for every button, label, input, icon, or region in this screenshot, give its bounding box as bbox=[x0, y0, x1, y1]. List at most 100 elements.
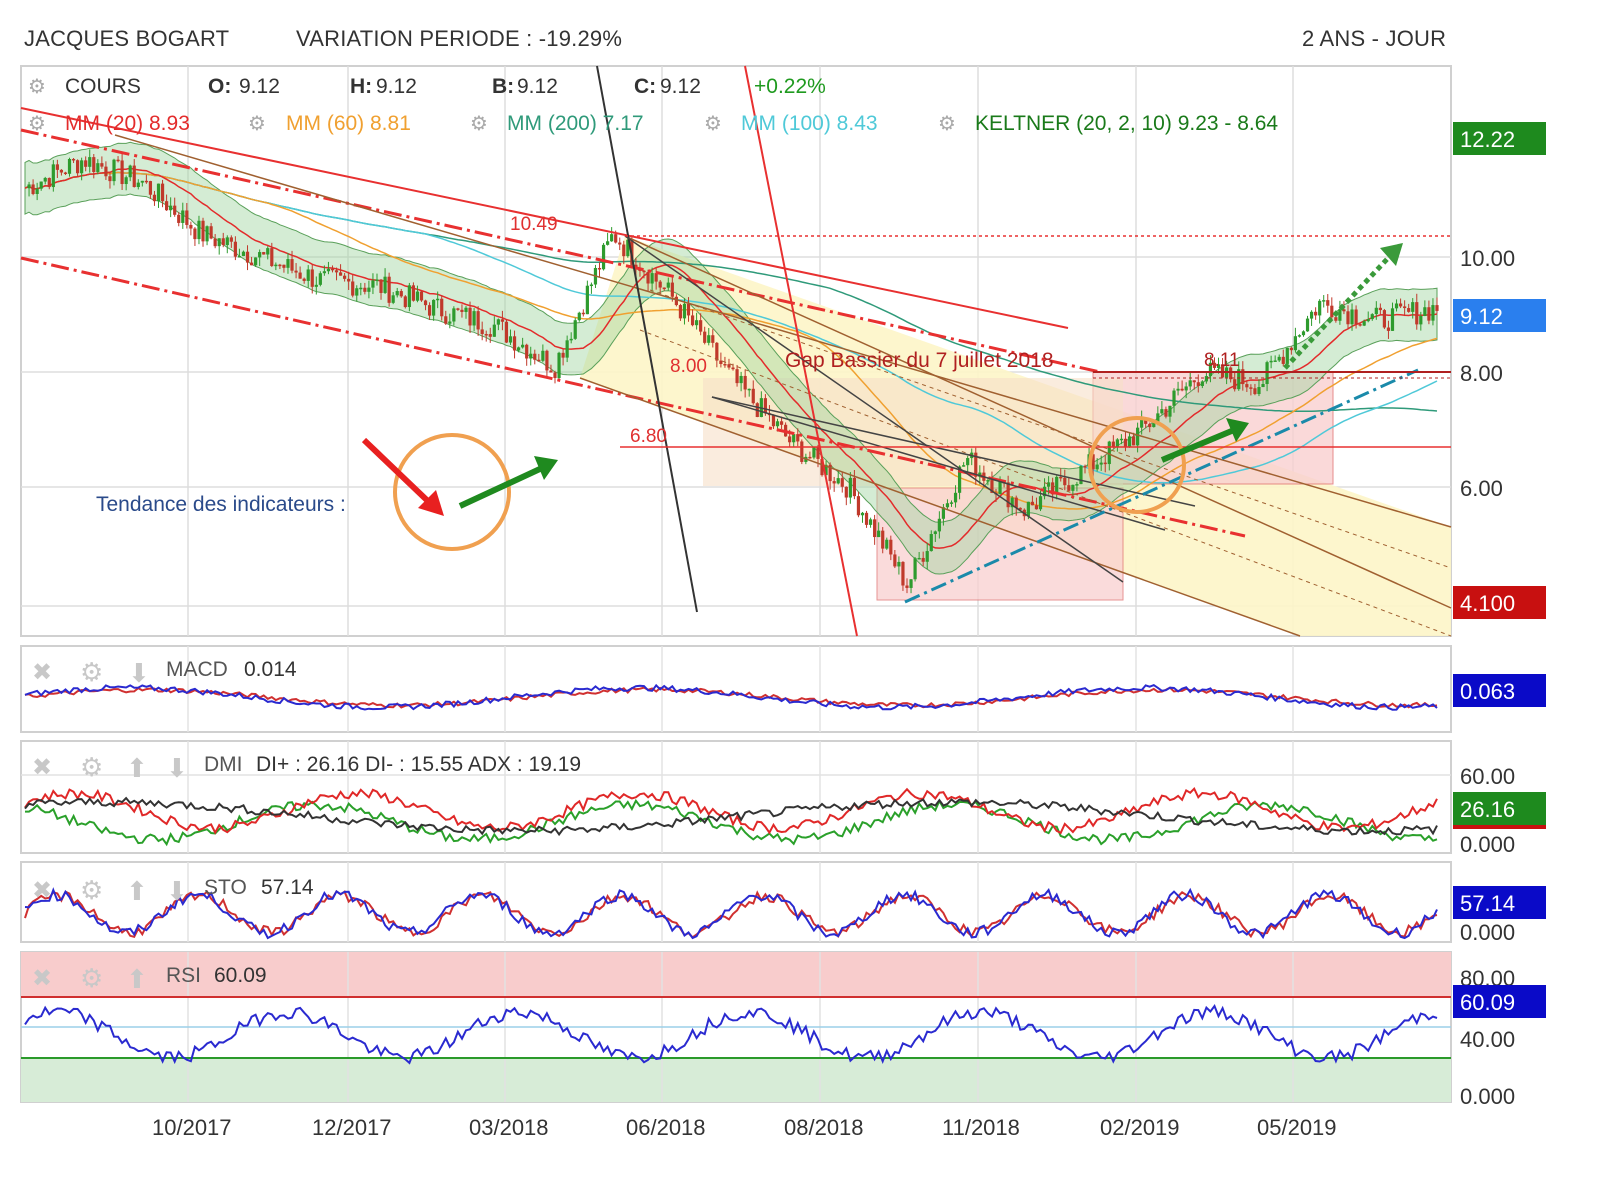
gear-icon[interactable]: ⚙ bbox=[28, 113, 46, 135]
candle-body bbox=[440, 298, 444, 317]
candle-body bbox=[796, 434, 800, 442]
candle-body bbox=[124, 177, 128, 185]
instrument-title: JACQUES BOGART bbox=[24, 26, 230, 51]
arrow-down-icon[interactable]: ⬇ bbox=[128, 658, 150, 688]
candle-body bbox=[80, 160, 84, 174]
candle-body bbox=[488, 334, 492, 337]
candle-body bbox=[35, 188, 39, 194]
gear-icon[interactable]: ⚙ bbox=[704, 113, 722, 135]
arrow-up-icon[interactable]: ⬆ bbox=[126, 964, 148, 994]
rsi-line bbox=[24, 1003, 1438, 1065]
arrow-down-icon[interactable]: ⬇ bbox=[166, 753, 188, 783]
candle-body bbox=[978, 472, 982, 477]
candle-body bbox=[1107, 441, 1111, 465]
sto-k-line bbox=[24, 887, 1438, 940]
candle-body bbox=[213, 238, 217, 247]
candle-body bbox=[221, 238, 225, 246]
close-icon[interactable]: ✖ bbox=[32, 877, 52, 904]
fan-line-black[interactable] bbox=[596, 65, 698, 613]
candle-body bbox=[140, 180, 144, 183]
mm60-line bbox=[24, 171, 1438, 510]
gear-icon[interactable]: ⚙ bbox=[80, 657, 103, 687]
candle-body bbox=[395, 291, 399, 296]
price-badge-top-label: 12.22 bbox=[1460, 127, 1515, 152]
arrow-up-icon[interactable]: ⬆ bbox=[126, 753, 148, 783]
candle-body bbox=[351, 281, 355, 296]
candle-body bbox=[682, 303, 687, 319]
candle-body bbox=[836, 478, 840, 484]
candle-body bbox=[541, 350, 545, 361]
channel-dotted-1 bbox=[649, 289, 1452, 569]
gear-icon[interactable]: ⚙ bbox=[80, 963, 103, 993]
close-icon[interactable]: ✖ bbox=[32, 965, 52, 992]
candle-body bbox=[561, 352, 565, 358]
candle-body bbox=[169, 205, 173, 211]
candle-body bbox=[1435, 305, 1439, 311]
rsi-overbought-zone bbox=[21, 952, 1451, 997]
rsi-oversold-zone bbox=[21, 1058, 1451, 1102]
candle-body bbox=[1091, 454, 1095, 470]
candle-body bbox=[779, 421, 784, 425]
candle-body bbox=[703, 331, 707, 343]
candle-body bbox=[387, 276, 391, 303]
candle-body bbox=[1071, 484, 1075, 491]
x-tick-label: 10/2017 bbox=[152, 1115, 232, 1140]
trendline-resistance[interactable] bbox=[20, 107, 1069, 329]
candle-body bbox=[1063, 477, 1067, 486]
candle-body bbox=[1342, 309, 1346, 312]
dmi-tick-0: 0.000 bbox=[1460, 832, 1515, 857]
candle-body bbox=[290, 259, 294, 271]
candle-body bbox=[618, 242, 622, 245]
candle-body bbox=[1148, 423, 1152, 428]
candle-body bbox=[1318, 300, 1322, 316]
gear-icon[interactable]: ⚙ bbox=[28, 76, 46, 98]
channel-bottom bbox=[579, 377, 1301, 637]
support-line[interactable] bbox=[904, 368, 1419, 604]
candle-body bbox=[941, 507, 946, 519]
period-selector[interactable]: 2 ANS - JOUR bbox=[1302, 26, 1447, 51]
candle-body bbox=[1346, 311, 1350, 325]
price-tick-8: 8.00 bbox=[1460, 361, 1503, 386]
candle-body bbox=[209, 226, 213, 239]
candle-body bbox=[108, 176, 112, 182]
close-icon[interactable]: ✖ bbox=[32, 754, 52, 781]
candle-body bbox=[1265, 362, 1269, 385]
gear-icon[interactable]: ⚙ bbox=[938, 113, 956, 135]
candle-body bbox=[881, 530, 885, 549]
candle-body bbox=[525, 344, 529, 359]
candle-body bbox=[1398, 303, 1403, 307]
fan-line-red[interactable] bbox=[744, 65, 858, 637]
candle-body bbox=[1366, 319, 1370, 322]
candle-body bbox=[905, 585, 909, 588]
x-tick-label: 11/2018 bbox=[942, 1115, 1020, 1140]
gear-icon[interactable]: ⚙ bbox=[80, 752, 103, 782]
candle-body bbox=[492, 324, 496, 337]
gear-icon[interactable]: ⚙ bbox=[248, 113, 266, 135]
gear-icon[interactable]: ⚙ bbox=[470, 113, 488, 135]
candle-body bbox=[266, 248, 270, 255]
candle-body bbox=[112, 159, 116, 182]
close-icon[interactable]: ✖ bbox=[32, 659, 52, 686]
candle-body bbox=[589, 284, 594, 287]
arrow-down-icon[interactable]: ⬇ bbox=[166, 876, 188, 906]
arrow-up-icon[interactable]: ⬆ bbox=[126, 876, 148, 906]
candle-body bbox=[460, 309, 464, 312]
candle-body bbox=[820, 458, 824, 476]
candle-body bbox=[177, 214, 181, 223]
candle-body bbox=[359, 287, 363, 290]
price-tick-10: 10.00 bbox=[1460, 246, 1515, 271]
candle-body bbox=[1026, 501, 1030, 517]
candle-body bbox=[217, 238, 221, 247]
candle-body bbox=[1403, 306, 1407, 309]
candle-body bbox=[897, 561, 901, 567]
candle-body bbox=[254, 257, 258, 266]
candle-body bbox=[1354, 309, 1358, 325]
candle-body bbox=[464, 307, 468, 312]
trendline-upper-dashdot[interactable] bbox=[20, 128, 1101, 374]
price-tick-6: 6.00 bbox=[1460, 476, 1503, 501]
candle-body bbox=[1301, 331, 1306, 336]
candle-body bbox=[51, 164, 55, 188]
candle-body bbox=[197, 220, 201, 240]
gear-icon[interactable]: ⚙ bbox=[80, 875, 103, 905]
candle-body bbox=[670, 282, 674, 297]
